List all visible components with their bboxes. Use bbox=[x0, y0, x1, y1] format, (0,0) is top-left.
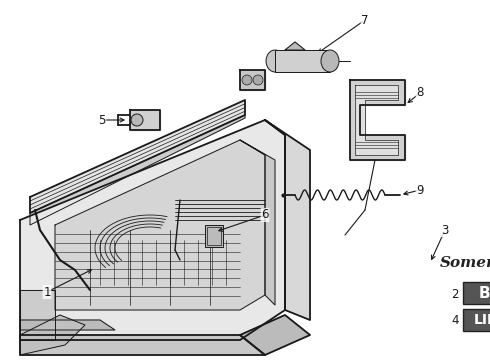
Polygon shape bbox=[20, 120, 285, 340]
Ellipse shape bbox=[266, 50, 284, 72]
Bar bbox=[207, 227, 221, 245]
Polygon shape bbox=[55, 140, 265, 310]
Circle shape bbox=[242, 75, 252, 85]
Polygon shape bbox=[265, 120, 310, 320]
Polygon shape bbox=[355, 85, 398, 155]
Text: 2: 2 bbox=[451, 288, 459, 302]
Bar bbox=[463, 309, 490, 331]
Circle shape bbox=[131, 114, 143, 126]
Text: 4: 4 bbox=[451, 314, 459, 327]
Text: 8: 8 bbox=[416, 86, 424, 99]
Polygon shape bbox=[240, 315, 310, 355]
Text: 9: 9 bbox=[416, 184, 424, 197]
Bar bbox=[205, 225, 223, 247]
Polygon shape bbox=[350, 80, 405, 160]
Ellipse shape bbox=[321, 50, 339, 72]
Text: LIMITED: LIMITED bbox=[473, 313, 490, 327]
Text: 6: 6 bbox=[261, 208, 269, 221]
Text: 7: 7 bbox=[361, 13, 369, 27]
Text: Somerset: Somerset bbox=[440, 256, 490, 270]
Polygon shape bbox=[240, 70, 265, 90]
Polygon shape bbox=[30, 115, 245, 225]
Text: 1: 1 bbox=[43, 285, 51, 298]
Polygon shape bbox=[20, 335, 265, 355]
Bar bbox=[463, 282, 490, 304]
Polygon shape bbox=[130, 110, 160, 130]
Polygon shape bbox=[285, 42, 305, 50]
Bar bbox=[275, 50, 330, 72]
Polygon shape bbox=[240, 140, 275, 305]
Circle shape bbox=[253, 75, 263, 85]
Text: BUICK: BUICK bbox=[479, 285, 490, 301]
Text: 3: 3 bbox=[441, 224, 449, 237]
Polygon shape bbox=[20, 315, 85, 355]
Text: 5: 5 bbox=[98, 113, 106, 126]
Polygon shape bbox=[30, 100, 245, 213]
Polygon shape bbox=[20, 320, 115, 330]
Polygon shape bbox=[20, 290, 55, 340]
